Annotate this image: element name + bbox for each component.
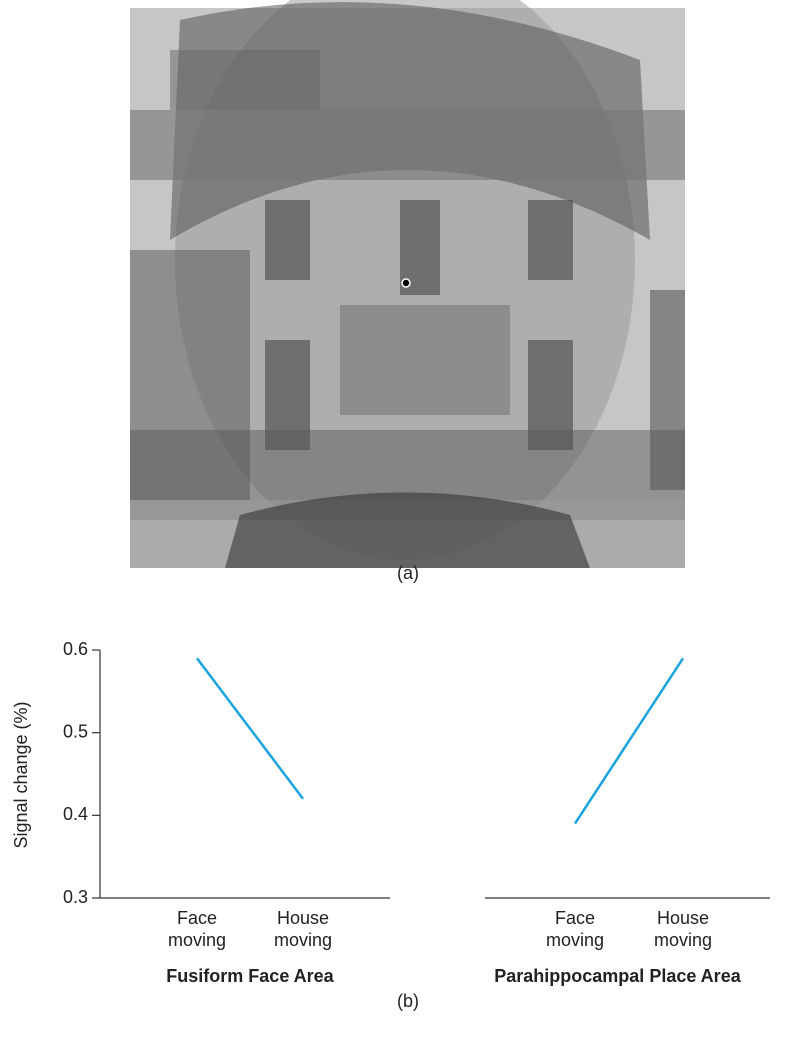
photo [130,0,685,568]
y-tick-label: 0.6 [63,639,88,659]
data-line [575,658,683,823]
y-tick-label: 0.3 [63,887,88,907]
data-line [197,658,303,799]
x-tick-label: House moving [638,907,728,951]
y-axis-label: Signal change (%) [11,701,31,848]
y-tick-label: 0.4 [63,804,88,824]
y-tick-label: 0.5 [63,721,88,741]
panel-label: (a) [397,563,419,583]
x-tick-label: Face moving [152,907,242,951]
panel-title: Parahippocampal Place Area [494,966,741,986]
x-tick-label: Face moving [530,907,620,951]
x-tick-label: House moving [258,907,348,951]
figure: (a) (b) 0.3 0.4 0.5 0.6 Signal change (%) Fus… [0,0,796,1044]
page: (a) (b) 0.3 0.4 0.5 0.6 Signal change (%) Fus… [0,0,796,1044]
panel-label: (b) [397,991,419,1011]
panel-title: Fusiform Face Area [166,966,334,986]
